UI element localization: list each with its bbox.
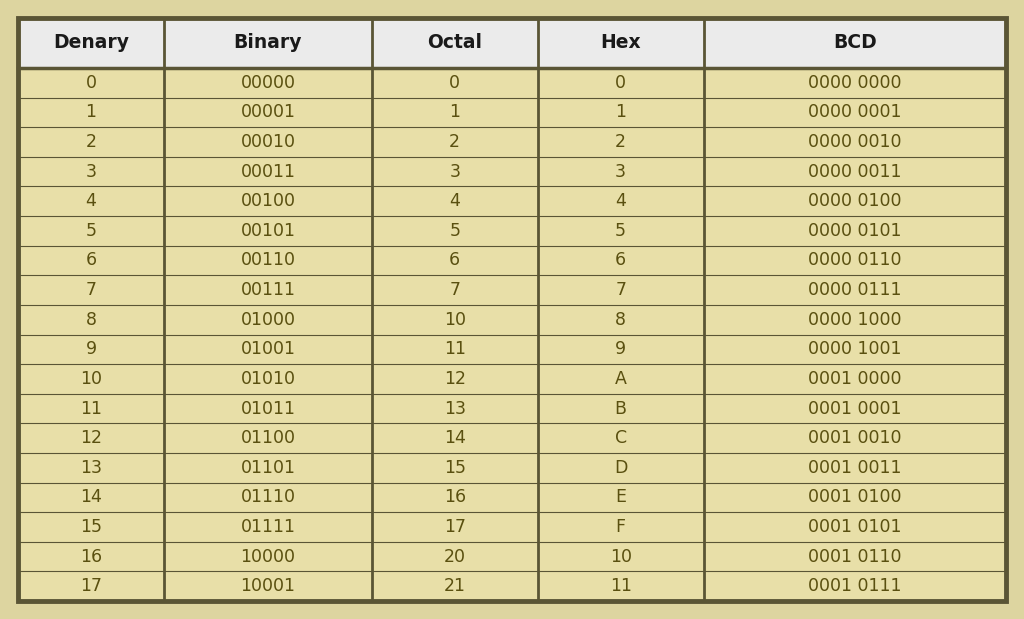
Text: 0000 0001: 0000 0001 [808, 103, 901, 121]
Text: 0000 1001: 0000 1001 [808, 340, 901, 358]
Text: 7: 7 [615, 281, 627, 299]
Text: 0001 0111: 0001 0111 [808, 577, 901, 595]
Text: 1: 1 [615, 103, 627, 121]
Text: 3: 3 [450, 163, 460, 181]
Text: 0000 0000: 0000 0000 [808, 74, 901, 92]
Text: 7: 7 [450, 281, 460, 299]
Text: 2: 2 [86, 133, 96, 151]
Text: 3: 3 [86, 163, 96, 181]
Text: 2: 2 [450, 133, 460, 151]
Text: Binary: Binary [233, 33, 302, 53]
Text: 5: 5 [450, 222, 460, 240]
Bar [18, 18, 1006, 68]
Text: 21: 21 [443, 577, 466, 595]
Text: 4: 4 [615, 193, 626, 210]
Text: 2: 2 [615, 133, 627, 151]
Text: 8: 8 [615, 311, 627, 329]
Text: 00101: 00101 [241, 222, 296, 240]
Text: 6: 6 [450, 251, 460, 269]
Text: 01110: 01110 [241, 488, 296, 506]
Text: 01011: 01011 [241, 399, 296, 418]
Text: 5: 5 [615, 222, 627, 240]
Text: 0000 1000: 0000 1000 [808, 311, 901, 329]
Text: 11: 11 [80, 399, 102, 418]
Text: 01100: 01100 [241, 429, 296, 447]
Text: 10: 10 [609, 548, 632, 566]
Text: 0001 0100: 0001 0100 [808, 488, 901, 506]
Text: 00110: 00110 [241, 251, 296, 269]
Text: 8: 8 [86, 311, 96, 329]
Text: 17: 17 [80, 577, 102, 595]
Text: 14: 14 [443, 429, 466, 447]
Text: 0001 0001: 0001 0001 [808, 399, 901, 418]
Text: F: F [615, 518, 626, 536]
Bar [18, 68, 1006, 601]
Text: 0000 0100: 0000 0100 [808, 193, 901, 210]
Text: 16: 16 [80, 548, 102, 566]
Text: B: B [614, 399, 627, 418]
Text: 10: 10 [443, 311, 466, 329]
Text: 4: 4 [450, 193, 460, 210]
Text: 17: 17 [443, 518, 466, 536]
Text: 0001 0000: 0001 0000 [808, 370, 901, 388]
Text: 6: 6 [86, 251, 96, 269]
Text: 0001 0011: 0001 0011 [808, 459, 901, 477]
Text: 13: 13 [443, 399, 466, 418]
Text: 14: 14 [80, 488, 102, 506]
Text: A: A [614, 370, 627, 388]
Text: BCD: BCD [833, 33, 877, 53]
Text: 0000 0111: 0000 0111 [808, 281, 901, 299]
Text: D: D [614, 459, 628, 477]
Text: 01101: 01101 [241, 459, 296, 477]
Text: 0000 0110: 0000 0110 [808, 251, 901, 269]
Text: 4: 4 [86, 193, 96, 210]
Text: 0001 0110: 0001 0110 [808, 548, 901, 566]
Text: 0001 0101: 0001 0101 [808, 518, 901, 536]
Text: 01111: 01111 [241, 518, 296, 536]
Text: 0: 0 [615, 74, 627, 92]
Text: 6: 6 [615, 251, 627, 269]
Text: 00111: 00111 [241, 281, 296, 299]
Text: 7: 7 [86, 281, 96, 299]
Text: 13: 13 [80, 459, 102, 477]
Text: Denary: Denary [53, 33, 129, 53]
Text: Hex: Hex [600, 33, 641, 53]
Text: 15: 15 [80, 518, 102, 536]
Text: 10000: 10000 [241, 548, 296, 566]
Text: 01000: 01000 [241, 311, 296, 329]
Text: 3: 3 [615, 163, 627, 181]
Text: 10001: 10001 [241, 577, 296, 595]
Text: C: C [614, 429, 627, 447]
Text: 01010: 01010 [241, 370, 296, 388]
Text: 20: 20 [443, 548, 466, 566]
Text: 5: 5 [86, 222, 96, 240]
Text: 0000 0011: 0000 0011 [808, 163, 901, 181]
Text: 0: 0 [450, 74, 460, 92]
Text: 00100: 00100 [241, 193, 296, 210]
Text: Octal: Octal [427, 33, 482, 53]
Text: 12: 12 [80, 429, 102, 447]
Text: 00010: 00010 [241, 133, 296, 151]
Text: 1: 1 [450, 103, 460, 121]
Text: 12: 12 [443, 370, 466, 388]
Text: 00011: 00011 [241, 163, 296, 181]
Text: 1: 1 [86, 103, 96, 121]
Text: E: E [615, 488, 627, 506]
Text: 01001: 01001 [241, 340, 296, 358]
Text: 00001: 00001 [241, 103, 296, 121]
Text: 0000 0010: 0000 0010 [808, 133, 901, 151]
Text: 11: 11 [609, 577, 632, 595]
Text: 0001 0010: 0001 0010 [808, 429, 901, 447]
Text: 9: 9 [86, 340, 96, 358]
Text: 11: 11 [443, 340, 466, 358]
Text: 16: 16 [443, 488, 466, 506]
Text: 00000: 00000 [241, 74, 296, 92]
Text: 0000 0101: 0000 0101 [808, 222, 901, 240]
Text: 15: 15 [443, 459, 466, 477]
Text: 9: 9 [615, 340, 627, 358]
Text: 0: 0 [86, 74, 96, 92]
Text: 10: 10 [80, 370, 102, 388]
